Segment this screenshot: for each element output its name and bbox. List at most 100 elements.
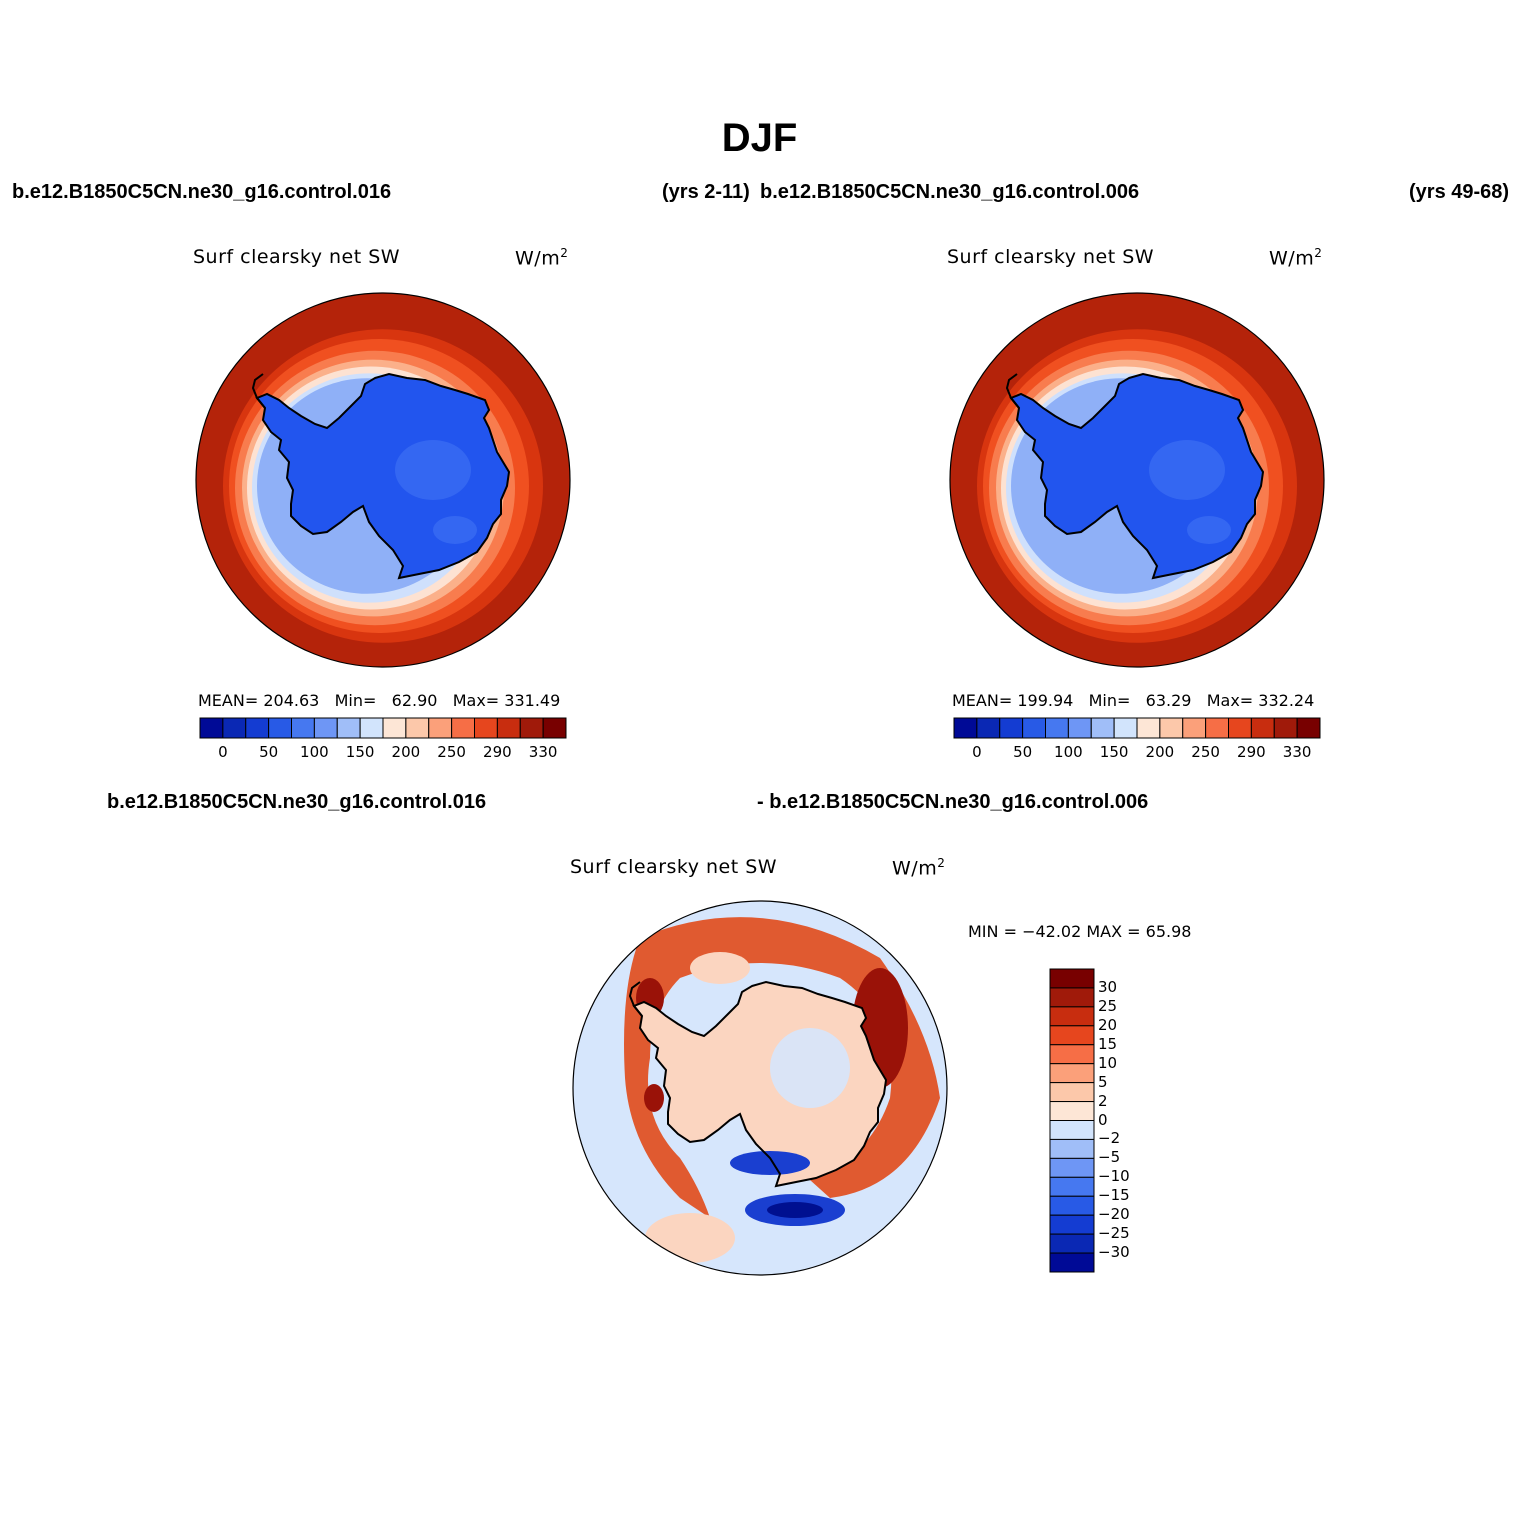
panel1-units: W/m2: [515, 246, 569, 270]
colorbar-swatch: [1049, 1214, 1095, 1235]
colorbar-tick-label: 5: [1098, 1072, 1108, 1091]
colorbar-tick-label: 150: [1099, 743, 1129, 761]
colorbar-tick-label: 10: [1098, 1053, 1118, 1072]
colorbar-swatch: [519, 717, 544, 739]
right-case-name: b.e12.B1850C5CN.ne30_g16.control.006: [760, 181, 1140, 203]
colorbar-swatch: [428, 717, 453, 739]
colorbar-tick-label: 290: [1237, 743, 1266, 761]
colorbar-tick-label: 330: [1282, 743, 1312, 761]
panel2-colorbar: [953, 717, 1321, 739]
colorbar-swatch: [976, 717, 1001, 739]
colorbar-swatch: [1049, 1044, 1095, 1065]
colorbar-swatch: [1067, 717, 1092, 739]
colorbar-swatch: [245, 717, 270, 739]
panel3-stats: MIN = −42.02 MAX = 65.98: [968, 922, 1192, 941]
colorbar-tick-label: −20: [1098, 1205, 1130, 1224]
colorbar-tick-label: 330: [528, 743, 558, 761]
colorbar-swatch: [1049, 1157, 1095, 1178]
colorbar-swatch: [1049, 1120, 1095, 1140]
colorbar-tick-label: 200: [1145, 743, 1175, 761]
colorbar-swatch: [1090, 717, 1115, 739]
colorbar-tick-label: 50: [259, 743, 279, 761]
colorbar-swatch: [1228, 717, 1252, 739]
colorbar-tick-label: 25: [1098, 996, 1118, 1015]
left-case-name: b.e12.B1850C5CN.ne30_g16.control.016: [12, 181, 392, 203]
colorbar-swatch: [291, 717, 315, 739]
colorbar-swatch: [1049, 1176, 1095, 1197]
colorbar-tick-label: −30: [1098, 1243, 1130, 1262]
colorbar-swatch: [222, 717, 247, 739]
panel2-stats: MEAN= 199.94 Min= 63.29 Max= 332.24: [952, 691, 1315, 710]
panel2-units: W/m2: [1269, 246, 1323, 270]
colorbar-swatch: [1136, 717, 1161, 739]
colorbar-swatch: [542, 717, 567, 739]
difference-colorbar-ticks: 30 25 20 15 10 5 2 0 −2 −5 −10 −15 −20 −25 −30: [1098, 968, 1158, 1273]
left-years: (yrs 2-11): [662, 181, 750, 203]
panel3-variable: Surf clearsky net SW: [570, 856, 778, 878]
colorbar-tick-label: 250: [437, 743, 466, 761]
colorbar-swatch: [1182, 717, 1207, 739]
colorbar-swatch: [1049, 968, 1095, 989]
colorbar-swatch: [999, 717, 1024, 739]
colorbar-tick-label: −2: [1098, 1129, 1121, 1148]
panel2-variable: Surf clearsky net SW: [947, 246, 1155, 268]
colorbar-tick-label: 250: [1191, 743, 1220, 761]
colorbar-tick-label: 15: [1098, 1034, 1118, 1053]
colorbar-swatch: [1049, 1101, 1095, 1121]
colorbar-swatch: [1159, 717, 1184, 739]
panel1-stats: MEAN= 204.63 Min= 62.90 Max= 331.49: [198, 691, 561, 710]
colorbar-swatch: [1049, 1025, 1095, 1046]
colorbar-swatch: [474, 717, 498, 739]
colorbar-swatch: [1045, 717, 1069, 739]
diff-case-a: b.e12.B1850C5CN.ne30_g16.control.016: [107, 791, 487, 813]
colorbar-swatch: [1273, 717, 1298, 739]
difference-polar-map: [572, 900, 948, 1276]
colorbar-tick-label: −5: [1098, 1148, 1121, 1167]
colorbar-tick-label: −25: [1098, 1224, 1130, 1243]
right-years: (yrs 49-68): [1409, 181, 1510, 203]
colorbar-swatch: [313, 717, 338, 739]
difference-colorbar: [1049, 968, 1095, 1273]
panel2-colorbar-ticks: 0 50 100 150 200 250 290 330: [953, 743, 1321, 763]
colorbar-swatch: [1049, 1233, 1095, 1254]
panel1-polar-map: [195, 292, 571, 668]
colorbar-swatch: [451, 717, 475, 739]
panel2-polar-map: [949, 292, 1325, 668]
colorbar-tick-label: 20: [1098, 1015, 1118, 1034]
colorbar-swatch: [496, 717, 521, 739]
panel1-variable: Surf clearsky net SW: [193, 246, 401, 268]
panel3-units: W/m2: [892, 856, 946, 880]
colorbar-swatch: [268, 717, 292, 739]
colorbar-tick-label: −10: [1098, 1167, 1130, 1186]
colorbar-swatch: [1049, 1006, 1095, 1027]
colorbar-swatch: [1205, 717, 1229, 739]
colorbar-tick-label: 0: [1098, 1110, 1108, 1129]
colorbar-swatch: [405, 717, 430, 739]
figure-title: DJF: [721, 116, 798, 160]
colorbar-swatch: [382, 717, 407, 739]
colorbar-swatch: [336, 717, 361, 739]
colorbar-tick-label: 290: [483, 743, 512, 761]
colorbar-swatch: [953, 717, 978, 739]
colorbar-tick-label: 150: [345, 743, 375, 761]
colorbar-tick-label: 0: [972, 743, 982, 761]
colorbar-swatch: [1049, 1082, 1095, 1103]
colorbar-swatch: [1296, 717, 1321, 739]
colorbar-tick-label: 0: [218, 743, 228, 761]
panel1-colorbar: [199, 717, 567, 739]
colorbar-tick-label: 50: [1013, 743, 1033, 761]
colorbar-tick-label: 100: [300, 743, 329, 761]
colorbar-swatch: [1049, 987, 1095, 1008]
colorbar-swatch: [1250, 717, 1275, 739]
colorbar-swatch: [1049, 1252, 1095, 1273]
colorbar-tick-label: 30: [1098, 977, 1118, 996]
colorbar-swatch: [1049, 1063, 1095, 1084]
colorbar-swatch: [1049, 1195, 1095, 1216]
diff-case-b: - b.e12.B1850C5CN.ne30_g16.control.006: [757, 791, 1149, 813]
colorbar-tick-label: 200: [391, 743, 421, 761]
colorbar-swatch: [1022, 717, 1046, 739]
panel1-colorbar-ticks: 0 50 100 150 200 250 290 330: [199, 743, 567, 763]
colorbar-swatch: [1113, 717, 1138, 739]
colorbar-swatch: [199, 717, 224, 739]
colorbar-swatch: [1049, 1138, 1095, 1159]
